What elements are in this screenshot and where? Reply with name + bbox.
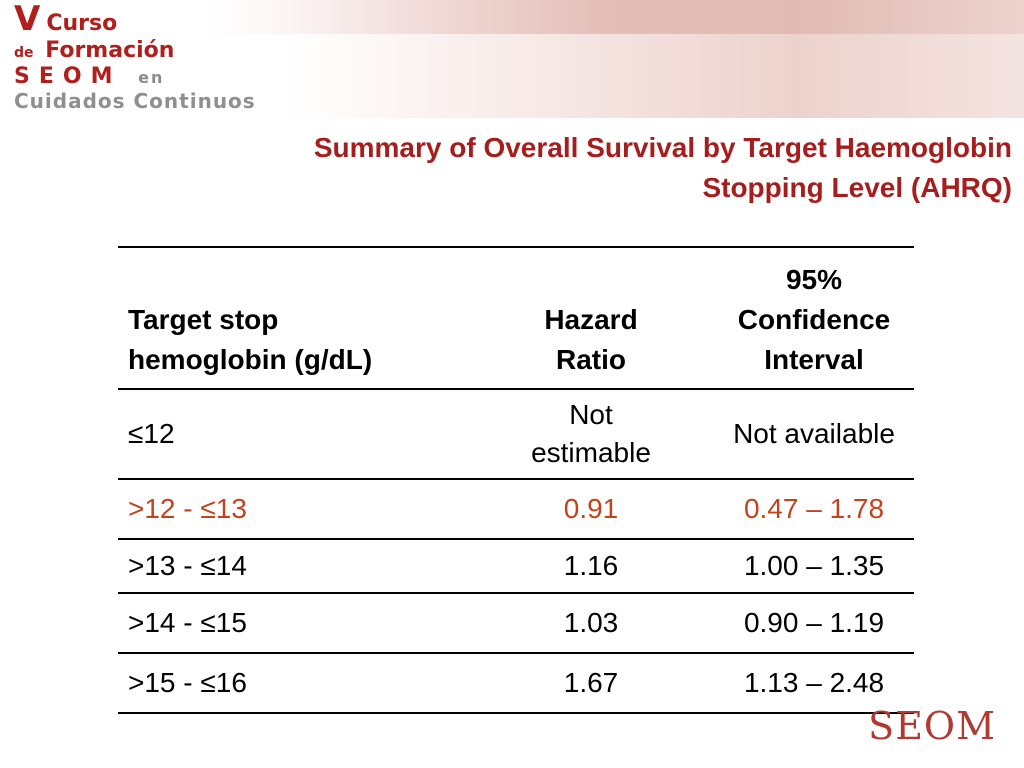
table-row-highlight: >12 - ≤13 0.91 0.47 – 1.78 [118, 479, 914, 540]
logo-word-formacion: Formación [45, 38, 175, 63]
cell-ci: Not available [714, 389, 914, 480]
header-target-stop: Target stop hemoglobin (g/dL) [118, 246, 468, 390]
table-row: >14 - ≤15 1.03 0.90 – 1.19 [118, 593, 914, 654]
cell-ci: 1.00 – 1.35 [714, 539, 914, 594]
header-ci-line-2: Confidence [737, 304, 891, 335]
logo-org: SEOM [14, 64, 122, 89]
logo-line-2: de Formación [14, 39, 256, 65]
cell-hr-line-2: estimable [531, 437, 651, 468]
cell-hazard-ratio: 1.16 [468, 539, 714, 594]
header-ci-line-1: 95% [785, 264, 843, 295]
header-hazard-ratio-line-2: Ratio [556, 344, 626, 375]
logo-numeral: V [14, 0, 41, 39]
logo-line-1: V Curso [14, 0, 256, 39]
cell-level: >13 - ≤14 [118, 539, 468, 594]
cell-ci: 0.47 – 1.78 [714, 479, 914, 540]
cell-level: >14 - ≤15 [118, 593, 468, 654]
table-header-row: Target stop hemoglobin (g/dL) Hazard Rat… [118, 246, 914, 390]
logo-en: en [138, 68, 165, 87]
cell-hazard-ratio: 1.03 [468, 593, 714, 654]
cell-hazard-ratio: 1.67 [468, 653, 714, 714]
header-target-stop-line-2: hemoglobin (g/dL) [128, 344, 373, 375]
cell-hazard-ratio: 0.91 [468, 479, 714, 540]
cell-level: ≤12 [118, 389, 468, 480]
header-hazard-ratio: Hazard Ratio [468, 246, 714, 390]
cell-hr-line-1: Not [569, 399, 613, 430]
seom-brand-logo: SEOM [868, 704, 996, 748]
cell-ci: 1.13 – 2.48 [714, 653, 914, 714]
cell-level: >12 - ≤13 [118, 479, 468, 540]
cell-level: >15 - ≤16 [118, 653, 468, 714]
logo-de: de [14, 45, 34, 61]
header-band [0, 0, 1024, 118]
header-hazard-ratio-line-1: Hazard [544, 304, 638, 335]
header-target-stop-line-1: Target stop [128, 304, 279, 335]
header-ci-line-3: Interval [764, 344, 864, 375]
table-row: >15 - ≤16 1.67 1.13 – 2.48 [118, 653, 914, 714]
table-row: ≤12 Not estimable Not available [118, 389, 914, 480]
survival-table: Target stop hemoglobin (g/dL) Hazard Rat… [118, 246, 914, 714]
cell-ci: 0.90 – 1.19 [714, 593, 914, 654]
slide-title-line-1: Summary of Overall Survival by Target Ha… [313, 132, 1012, 163]
cell-hazard-ratio: Not estimable [468, 389, 714, 480]
slide-title-line-2: Stopping Level (AHRQ) [702, 172, 1012, 203]
table-row: >13 - ≤14 1.16 1.00 – 1.35 [118, 539, 914, 594]
header-confidence-interval: 95% Confidence Interval [714, 246, 914, 390]
logo-word-curso: Curso [46, 11, 118, 36]
logo-line-3: SEOM en [14, 65, 256, 90]
course-logo: V Curso de Formación SEOM en Cuidados Co… [14, 0, 256, 113]
slide-title: Summary of Overall Survival by Target Ha… [132, 128, 1012, 208]
logo-line-4: Cuidados Continuos [14, 89, 256, 113]
